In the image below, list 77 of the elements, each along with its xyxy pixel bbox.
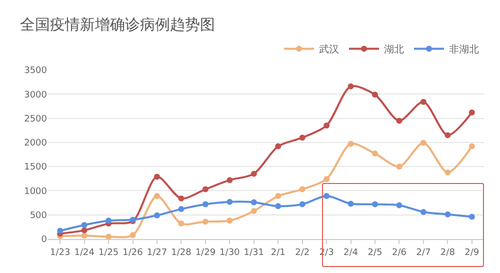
- point: [226, 177, 233, 184]
- x-tick-label: 1/31: [244, 248, 264, 258]
- point: [348, 140, 354, 147]
- x-tick-label: 2/4: [344, 248, 358, 258]
- x-tick-label: 2/7: [416, 248, 431, 258]
- point: [81, 222, 88, 228]
- point: [275, 143, 282, 150]
- y-tick-label: 2000: [24, 138, 48, 149]
- point: [275, 203, 282, 210]
- point: [324, 193, 330, 200]
- x-tick-label: 1/25: [98, 248, 119, 258]
- point: [130, 232, 136, 238]
- point: [348, 200, 354, 207]
- point: [324, 122, 330, 129]
- y-tick-label: 3500: [24, 66, 48, 76]
- point: [202, 201, 208, 208]
- point: [396, 118, 402, 124]
- point: [444, 169, 451, 176]
- legend-label: 武汉: [319, 44, 339, 56]
- x-tick-label: 1/26: [122, 248, 144, 258]
- point: [372, 201, 378, 208]
- point: [468, 143, 475, 150]
- chart-title: 全国疫情新增确诊病例趋势图: [20, 16, 215, 34]
- x-tick-label: 1/28: [171, 248, 192, 258]
- y-tick-label: 1500: [24, 162, 48, 173]
- point: [372, 92, 378, 98]
- point: [81, 227, 88, 234]
- x-tick-label: 1/27: [146, 248, 168, 258]
- point: [178, 220, 184, 227]
- point: [178, 195, 184, 202]
- point: [468, 109, 475, 116]
- x-tick-label: 2/2: [295, 248, 310, 258]
- point: [250, 170, 257, 177]
- point: [299, 186, 306, 192]
- x-tick-label: 2/1: [270, 248, 286, 258]
- point: [420, 140, 426, 146]
- x-tick-label: 1/24: [74, 248, 95, 258]
- x-tick-label: 1/30: [220, 248, 240, 258]
- point: [81, 232, 88, 239]
- point: [226, 218, 233, 224]
- point: [202, 218, 208, 225]
- point: [348, 83, 354, 90]
- point: [444, 132, 451, 138]
- point: [299, 201, 306, 208]
- y-tick-label: 1000: [24, 186, 48, 197]
- legend-label: 非湖北: [449, 44, 479, 56]
- x-tick-label: 2/6: [392, 248, 407, 258]
- y-tick-label: 2500: [24, 114, 48, 124]
- point: [372, 150, 378, 157]
- x-tick-label: 2/8: [440, 248, 456, 258]
- legend-label: 湖北: [384, 44, 404, 56]
- point: [420, 208, 426, 215]
- point: [324, 176, 330, 182]
- point: [226, 198, 233, 205]
- x-tick-label: 2/9: [464, 248, 480, 258]
- point: [154, 174, 160, 180]
- point: [250, 199, 257, 206]
- point: [396, 202, 402, 208]
- point: [154, 212, 160, 218]
- y-tick-label: 500: [30, 211, 48, 222]
- y-tick-label: 3000: [24, 90, 48, 100]
- point: [154, 193, 160, 200]
- x-tick-label: 2/5: [368, 248, 382, 258]
- point: [299, 134, 306, 141]
- x-tick-label: 1/29: [195, 248, 216, 258]
- x-tick-label: 1/23: [50, 248, 70, 258]
- y-tick-label: 0: [41, 235, 48, 246]
- point: [275, 193, 282, 200]
- point: [57, 228, 64, 234]
- point: [420, 98, 426, 105]
- point: [396, 164, 402, 170]
- point: [178, 206, 184, 212]
- point: [250, 208, 257, 214]
- point: [468, 214, 475, 220]
- point: [202, 186, 208, 192]
- point: [106, 218, 112, 224]
- point: [444, 211, 451, 218]
